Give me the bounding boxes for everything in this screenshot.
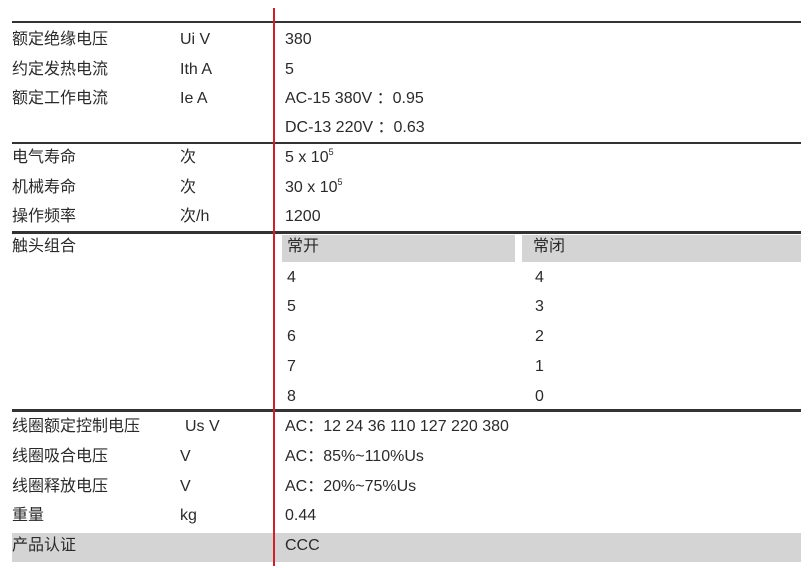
contact-no-value: 5 <box>287 298 296 315</box>
row-unit: 次/h <box>180 208 210 225</box>
row-value: 5 <box>285 61 294 78</box>
row-label: 额定工作电流 <box>12 90 109 107</box>
exponent: 5 <box>328 147 334 157</box>
row-value: AC：12 24 36 110 127 220 380 <box>285 418 509 435</box>
row-label: 产品认证 <box>12 537 77 554</box>
row-unit: V <box>180 478 191 495</box>
row-label: 电气寿命 <box>12 149 77 166</box>
row-label: 额定绝缘电压 <box>12 31 109 48</box>
row-unit: kg <box>180 507 197 524</box>
row-label: 触头组合 <box>12 238 77 255</box>
row-unit: 次 <box>180 149 197 166</box>
row-unit: Ie A <box>180 90 208 107</box>
exponent: 5 <box>337 177 343 187</box>
row-value: DC-13 220V ：0.63 <box>285 119 425 136</box>
row-unit: V <box>180 448 191 465</box>
row-value: AC：85%~110%Us <box>285 448 424 465</box>
contact-nc-value: 3 <box>535 298 544 315</box>
header-cell-nc <box>522 235 801 262</box>
contact-no-value: 7 <box>287 358 296 375</box>
contact-nc-value: 2 <box>535 328 544 345</box>
group-rule <box>12 142 801 144</box>
column-divider <box>273 8 275 566</box>
row-label: 线圈释放电压 <box>12 478 109 495</box>
row-unit: Us V <box>185 418 220 435</box>
group-rule <box>12 409 801 412</box>
contact-nc-value: 0 <box>535 388 544 405</box>
row-value: 1200 <box>285 208 321 225</box>
row-value: CCC <box>285 537 320 554</box>
row-label: 线圈额定控制电压 <box>12 418 141 435</box>
contact-no-value: 8 <box>287 388 296 405</box>
header-nc: 常闭 <box>533 238 566 255</box>
contact-nc-value: 4 <box>535 269 544 286</box>
row-label: 机械寿命 <box>12 179 77 196</box>
contact-nc-value: 1 <box>535 358 544 375</box>
row-unit: Ui V <box>180 31 211 48</box>
group-rule <box>12 231 801 234</box>
row-unit: Ith A <box>180 61 213 78</box>
header-cell-no <box>282 235 515 262</box>
header-no: 常开 <box>287 238 320 255</box>
row-label: 线圈吸合电压 <box>12 448 109 465</box>
row-value: 380 <box>285 31 312 48</box>
row-unit: 次 <box>180 179 197 196</box>
row-value: 30 x 105 <box>285 177 343 197</box>
row-value: AC：20%~75%Us <box>285 478 417 495</box>
contact-no-value: 4 <box>287 269 296 286</box>
certification-row-shade <box>12 533 801 562</box>
row-value: 5 x 105 <box>285 147 334 167</box>
contact-no-value: 6 <box>287 328 296 345</box>
row-label: 操作频率 <box>12 208 77 225</box>
row-label: 约定发热电流 <box>12 61 109 78</box>
top-rule <box>12 21 801 23</box>
row-value: AC-15 380V ：0.95 <box>285 90 424 107</box>
row-value: 0.44 <box>285 507 317 524</box>
row-label: 重量 <box>12 507 45 524</box>
